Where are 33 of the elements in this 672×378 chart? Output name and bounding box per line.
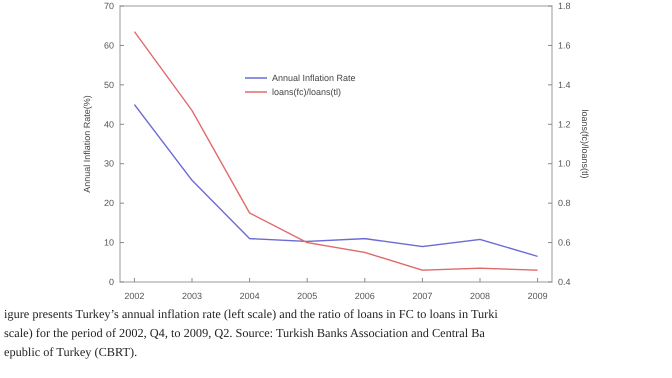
y2-tick-label: 1.6 (558, 40, 571, 50)
y2-tick-label: 0.8 (558, 198, 571, 208)
legend-label: loans(fc)/loans(tl) (272, 87, 342, 97)
text: igure presents Turkey’s annual inflation rate (left scale) and the ratio of loans in FC to loans in Turki (4, 307, 498, 321)
x-tick-label: 2002 (124, 291, 144, 301)
x-tick-label: 2003 (182, 291, 202, 301)
y-tick-label: 10 (104, 238, 114, 248)
y2-tick-label: 1.0 (558, 158, 571, 169)
line-series (134, 30, 538, 271)
y2-axis-title: loans(fc)/loans(tl) (580, 109, 590, 179)
x-tick-label: 2006 (354, 291, 375, 301)
x-tick-label: 2007 (412, 291, 432, 301)
y2-tick-label: 1.2 (558, 119, 571, 130)
y-tick-label: 50 (104, 80, 114, 90)
y2-tick-label: 1.4 (558, 80, 571, 90)
y-tick-label: 20 (104, 198, 114, 208)
text: scale) for the period of 2002, Q4, to 2009, Q2. Source: Turkish Banks Association and Central Ba (4, 326, 486, 340)
text: epublic of Turkey (CBRT). (4, 345, 138, 359)
y2-tick-label: 0.6 (558, 238, 571, 248)
x-tick-label: 2009 (528, 291, 548, 301)
y2-tick-label: 1.8 (558, 1, 571, 11)
line-series (134, 104, 538, 258)
y-axis-title: Annual Inflation Rate(%) (82, 95, 92, 193)
y-tick-label: 40 (104, 119, 114, 130)
y-tick-label: 0 (108, 277, 114, 287)
x-tick-label: 2004 (240, 291, 260, 301)
y2-tick-label: 0.4 (558, 277, 571, 287)
legend-label: Annual Inflation Rate (272, 73, 356, 83)
y-tick-label: 30 (104, 158, 114, 169)
y-tick-label: 70 (104, 1, 114, 11)
x-tick-label: 2005 (297, 291, 318, 301)
y-tick-label: 60 (104, 40, 114, 50)
x-tick-label: 2008 (470, 291, 490, 301)
